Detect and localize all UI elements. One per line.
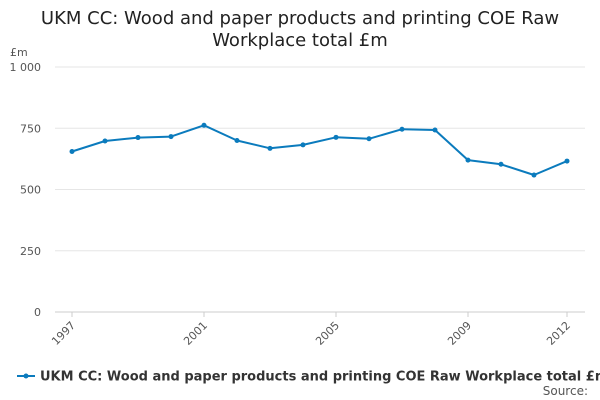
x-tick-label: 2012 [544, 319, 573, 348]
legend-point-marker [23, 373, 29, 379]
legend-item-label[interactable]: UKM CC: Wood and paper products and prin… [40, 370, 600, 385]
chart-title-line: UKM CC: Wood and paper products and prin… [41, 8, 559, 29]
data-point[interactable] [432, 127, 438, 133]
y-tick-label: 500 [20, 184, 41, 197]
data-point[interactable] [267, 145, 273, 151]
legend[interactable]: UKM CC: Wood and paper products and prin… [17, 370, 600, 385]
data-point[interactable] [135, 135, 141, 141]
y-axis-ticks: 0 250 500 750 1 000 [10, 61, 42, 319]
data-point[interactable] [168, 134, 174, 140]
chart-title: UKM CC: Wood and paper products and prin… [41, 8, 559, 51]
data-point[interactable] [366, 136, 372, 142]
y-axis-unit-label: £m [10, 46, 28, 59]
data-point[interactable] [69, 149, 75, 155]
y-tick-label: 250 [20, 245, 41, 258]
x-axis: 1997 2001 2005 2009 2012 [49, 311, 585, 348]
data-point[interactable] [465, 157, 471, 163]
y-tick-label: 750 [20, 122, 41, 135]
data-point[interactable] [333, 134, 339, 140]
series-line [71, 124, 568, 176]
data-point[interactable] [201, 122, 207, 128]
x-tick-label: 2009 [445, 319, 474, 348]
data-point[interactable] [531, 172, 537, 178]
chart-title-line: Workplace total £m [212, 30, 388, 51]
gridlines [55, 66, 585, 313]
source-label: Source: [543, 384, 588, 398]
data-point[interactable] [399, 126, 405, 132]
data-point[interactable] [234, 138, 240, 143]
data-point[interactable] [102, 138, 108, 144]
series-layer [69, 122, 570, 178]
data-point[interactable] [300, 142, 306, 148]
x-tick-label: 1997 [49, 319, 78, 348]
data-point[interactable] [498, 161, 504, 167]
data-point[interactable] [564, 158, 570, 164]
y-tick-label: 0 [34, 306, 41, 319]
y-tick-label: 1 000 [10, 61, 42, 74]
x-tick-label: 2005 [313, 319, 342, 348]
x-tick-label: 2001 [181, 319, 210, 348]
